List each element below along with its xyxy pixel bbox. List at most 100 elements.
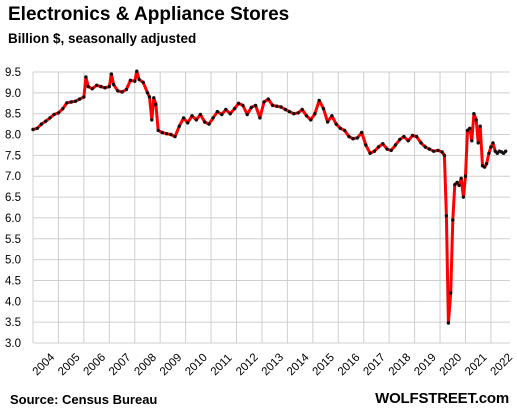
series-layer: [31, 69, 508, 325]
data-point: [292, 112, 296, 116]
data-point: [133, 79, 137, 83]
y-tick-labels: 3.0 3.5 4.0 4.5 5.0 5.5 6.0 6.5 7.0 7.5 8.0 8.5 9.0 9…: [5, 67, 21, 350]
data-point: [249, 105, 253, 110]
data-point: [145, 91, 150, 95]
data-point: [398, 137, 402, 142]
data-point: [364, 143, 368, 147]
data-point: [368, 151, 372, 155]
y-tick-label: 3.5: [5, 317, 21, 329]
data-point: [355, 136, 360, 140]
gridlines: [32, 71, 510, 344]
data-point: [275, 104, 279, 108]
y-tick-label: 5.0: [5, 255, 21, 267]
x-tick-label: 2010: [183, 352, 210, 379]
data-point: [489, 145, 493, 149]
data-point: [410, 133, 415, 138]
data-point: [203, 120, 207, 124]
data-point: [164, 132, 169, 136]
data-point: [402, 134, 406, 139]
data-point: [406, 139, 410, 143]
data-point: [124, 87, 129, 92]
x-tick-label: 2011: [209, 352, 235, 378]
data-point: [211, 116, 215, 120]
data-point: [393, 143, 398, 147]
data-point: [90, 87, 95, 91]
data-point: [381, 142, 385, 146]
data-point: [342, 128, 347, 133]
data-point: [253, 103, 258, 108]
data-point: [152, 96, 156, 100]
data-point: [270, 103, 275, 108]
chart-subtitle: Billion $, seasonally adjusted: [8, 31, 197, 46]
data-point: [48, 116, 52, 120]
data-point: [468, 126, 472, 130]
data-point: [451, 218, 455, 222]
data-point: [313, 112, 317, 116]
data-point: [304, 114, 309, 118]
data-point: [135, 69, 139, 73]
data-point: [31, 127, 35, 132]
x-tick-label: 2008: [132, 352, 159, 379]
brand-logo: WOLFSTREET.com: [375, 390, 509, 407]
data-point: [241, 103, 245, 108]
data-point: [474, 118, 478, 122]
data-point: [109, 72, 114, 76]
x-tick-label: 2013: [260, 352, 287, 379]
x-tick-label: 2017: [361, 352, 388, 379]
data-point: [141, 80, 145, 85]
data-point: [287, 109, 292, 114]
data-point: [465, 128, 470, 133]
data-point: [482, 165, 487, 169]
data-point: [86, 84, 90, 89]
y-tick-label: 7.0: [5, 171, 21, 183]
data-point: [52, 112, 56, 117]
data-point: [449, 291, 453, 295]
data-point: [177, 124, 181, 128]
data-point: [154, 102, 158, 107]
data-point: [325, 120, 330, 124]
data-point: [35, 126, 39, 130]
data-point: [334, 122, 338, 126]
x-tick-label: 2020: [438, 352, 465, 379]
data-point: [300, 107, 304, 112]
data-point: [501, 151, 506, 155]
data-point: [207, 122, 211, 126]
data-point: [220, 112, 224, 117]
data-point: [459, 176, 463, 180]
data-point: [419, 141, 423, 145]
data-point: [385, 147, 389, 151]
data-point: [453, 182, 457, 187]
x-tick-label: 2019: [412, 352, 439, 379]
data-point: [472, 112, 476, 116]
data-point: [376, 145, 381, 149]
y-tick-label: 9.5: [5, 67, 21, 79]
data-point: [77, 97, 82, 101]
data-point: [61, 107, 65, 111]
data-point: [457, 183, 461, 188]
data-point: [440, 150, 444, 154]
data-point: [504, 149, 508, 153]
data-point: [228, 112, 232, 116]
y-tick-label: 6.0: [5, 213, 21, 225]
x-tick-label: 2015: [310, 352, 337, 379]
data-point: [470, 139, 474, 143]
data-point: [137, 77, 141, 82]
data-point: [487, 151, 491, 155]
data-point: [56, 111, 61, 115]
data-point: [224, 107, 228, 112]
data-point: [330, 114, 334, 118]
x-tick-label: 2018: [387, 352, 414, 379]
x-tick-label: 2007: [107, 352, 134, 379]
data-point: [39, 122, 44, 126]
data-point: [169, 132, 173, 137]
data-point: [478, 124, 482, 128]
x-tick-label: 2014: [285, 351, 312, 378]
data-point: [186, 121, 190, 125]
data-point: [84, 75, 88, 79]
data-point: [120, 90, 124, 94]
data-point: [128, 78, 133, 83]
data-point: [65, 101, 69, 105]
data-point: [296, 111, 300, 115]
chart-title: Electronics & Appliance Stores: [8, 4, 290, 25]
